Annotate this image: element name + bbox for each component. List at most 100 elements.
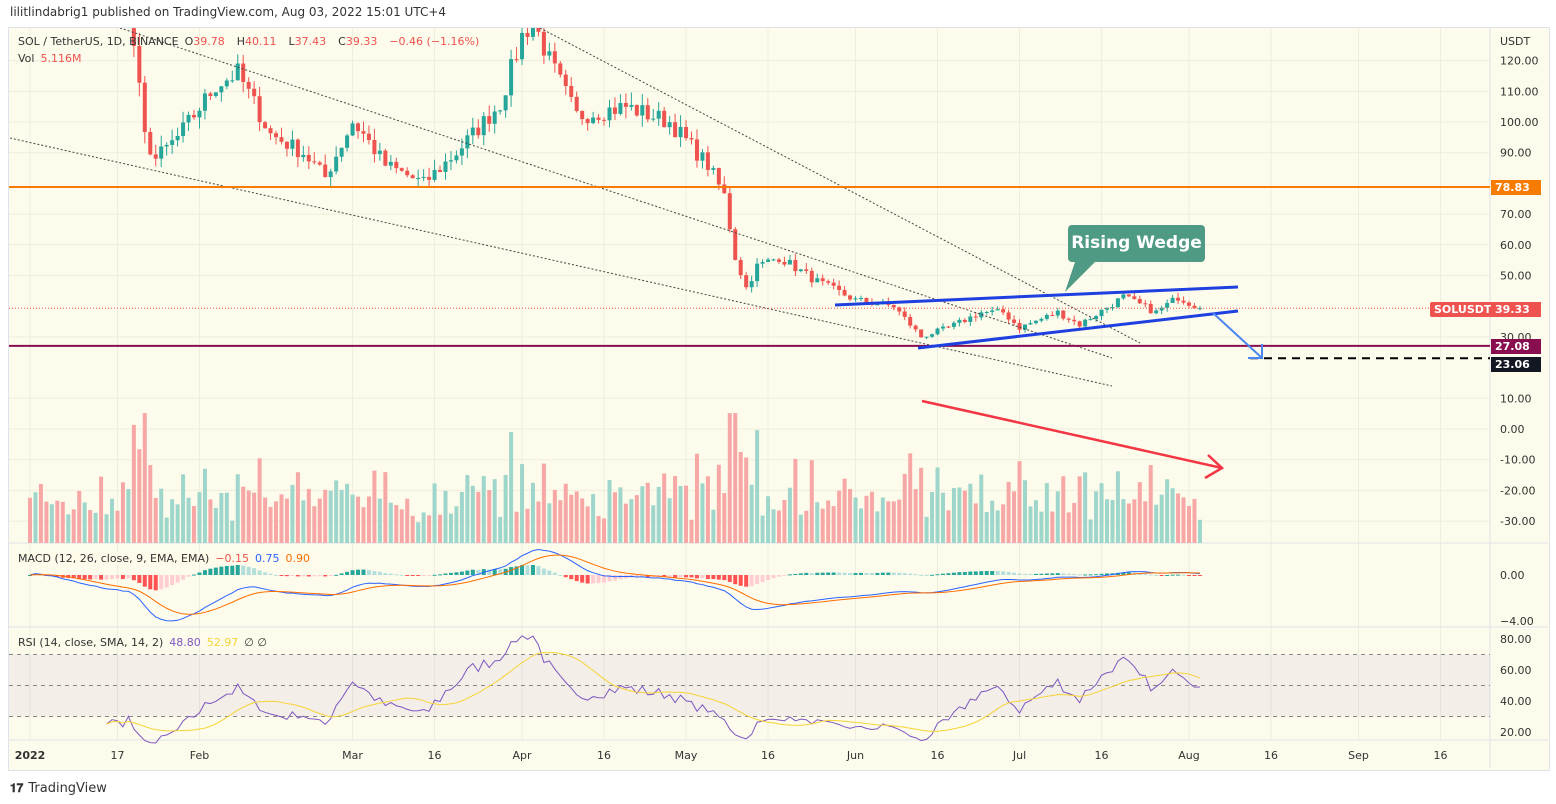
volume-bar [388, 502, 393, 543]
candle-body [427, 176, 432, 180]
volume-bar [837, 490, 842, 543]
macd-histogram-bar [902, 573, 907, 575]
arrow-head-icon [1248, 344, 1263, 359]
macd-histogram-bar [377, 571, 382, 575]
macd-histogram-bar [388, 573, 393, 575]
price-tick-label: 70.00 [1500, 208, 1532, 221]
macd-histogram-bar [394, 574, 399, 576]
macd-histogram-bar [197, 572, 202, 575]
symbol-name[interactable]: SOL / TetherUS, 1D, BINANCE [18, 35, 179, 48]
candle-body [809, 270, 814, 283]
macd-histogram-bar [804, 572, 809, 575]
volume-bar [760, 515, 765, 543]
low-label: L [288, 35, 295, 48]
macd-histogram-bar [1126, 572, 1131, 575]
candle-body [1121, 294, 1126, 299]
candle-body [268, 128, 273, 134]
x-tick-label: Jun [846, 749, 864, 762]
rsi-tick-label: 20.00 [1500, 726, 1532, 739]
volume-bar [71, 509, 76, 543]
macd-histogram-bar [678, 575, 683, 578]
macd-histogram-bar [919, 574, 924, 576]
macd-histogram-bar [301, 575, 306, 577]
chart-frame[interactable] [8, 27, 1550, 771]
volume-bar [492, 479, 497, 543]
candle-body [547, 51, 552, 56]
macd-histogram-bar [973, 571, 978, 575]
candle-body [1126, 294, 1131, 297]
macd-label[interactable]: MACD (12, 26, close, 9, EMA, EMA) [18, 552, 210, 565]
footer-brand[interactable]: 𝟏𝟕 TradingView [10, 781, 107, 796]
macd-histogram-bar [634, 575, 639, 578]
target-badge: 23.06 [1491, 357, 1541, 372]
candle-body [279, 137, 284, 142]
rsi-label[interactable]: RSI (14, close, SMA, 14, 2) [18, 636, 164, 649]
macd-histogram-bar [137, 575, 142, 583]
macd-histogram-bar [509, 567, 514, 575]
candle-body [361, 131, 366, 134]
price-tick-label: 110.00 [1500, 85, 1539, 98]
rising-wedge-label[interactable]: Rising Wedge [1068, 225, 1205, 262]
candle-body [716, 168, 721, 185]
candle-body [312, 161, 317, 163]
macd-histogram-bar [241, 565, 246, 575]
volume-bar [88, 509, 93, 543]
volume-bar [711, 509, 716, 543]
candle-body [787, 259, 792, 265]
volume-bar [623, 503, 628, 543]
candle-body [940, 326, 945, 329]
volume-bar [1143, 501, 1148, 543]
candle-body [175, 135, 180, 141]
candle-body [908, 316, 913, 326]
macd-histogram-bar [427, 575, 432, 576]
volume-bar [235, 474, 240, 543]
volume-bar [662, 473, 667, 543]
candle-body [350, 123, 355, 136]
macd-histogram-bar [383, 573, 388, 575]
publisher-line: lilitlindabrig1 published on TradingView… [10, 5, 447, 19]
macd-histogram-bar [252, 568, 257, 575]
candle-body [596, 117, 601, 120]
candle-body [629, 104, 634, 107]
macd-histogram-bar [1110, 573, 1115, 575]
volume-bar [372, 470, 377, 543]
macd-histogram-bar [1088, 574, 1093, 576]
candle-body [1165, 302, 1170, 308]
macd-histogram-bar [738, 575, 743, 586]
macd-histogram-bar [295, 575, 300, 577]
candle-body [842, 289, 847, 296]
x-tick-label: 16 [931, 749, 945, 762]
macd-histogram-bar [558, 574, 563, 576]
volume-bar [858, 508, 863, 543]
volume-bar [930, 491, 935, 543]
macd-histogram-bar [153, 575, 158, 591]
volume-bar [1066, 512, 1071, 543]
macd-histogram-bar [235, 564, 240, 575]
volume-bar [470, 485, 475, 543]
macd-histogram-bar [574, 575, 579, 582]
macd-histogram-bar [995, 571, 1000, 575]
macd-histogram-bar [1104, 573, 1109, 575]
macd-histogram-bar [230, 565, 235, 575]
candle-body [121, 0, 125, 7]
candle-body [541, 31, 546, 56]
macd-tick-label: −4.00 [1500, 615, 1534, 628]
volume-bar [99, 476, 104, 543]
volume-legend: Vol 5.116M [18, 52, 87, 65]
volume-bar [924, 516, 929, 543]
candle-body [246, 81, 251, 89]
candle-body [858, 298, 863, 300]
macd-histogram-bar [591, 575, 596, 584]
macd-histogram-bar [831, 572, 836, 575]
macd-histogram-bar [924, 574, 929, 576]
candle-body [520, 32, 525, 60]
candle-body [755, 263, 760, 282]
candle-body [602, 119, 607, 121]
macd-histogram-bar [465, 570, 470, 575]
macd-histogram-bar [306, 575, 311, 577]
macd-histogram-bar [213, 567, 218, 575]
volume-label[interactable]: Vol [18, 52, 35, 65]
macd-histogram-bar [1050, 573, 1055, 575]
volume-bar [733, 413, 738, 543]
